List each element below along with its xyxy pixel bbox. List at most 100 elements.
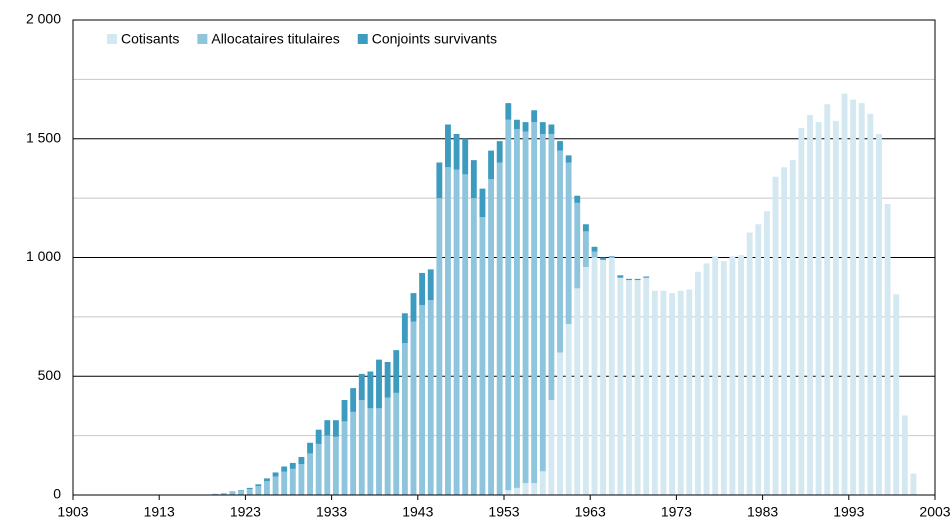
bar-segment (712, 256, 719, 495)
bar-segment (496, 162, 503, 495)
bar-segment (393, 350, 400, 393)
bar-segment (401, 343, 408, 495)
bar-segment (289, 462, 296, 469)
bar-segment (419, 272, 426, 305)
bar-segment (332, 436, 339, 495)
bar-segment (841, 93, 848, 495)
bar-segment (798, 128, 805, 495)
bar-segment (212, 493, 219, 495)
bar-segment (324, 420, 331, 436)
bar-segment (582, 267, 589, 495)
bar-segment (763, 211, 770, 495)
bar-segment (531, 483, 538, 495)
bar-segment (513, 119, 520, 130)
bar-segment (884, 204, 891, 495)
bar-segment (522, 483, 529, 495)
bar-segment (858, 103, 865, 495)
bar-segment (264, 481, 270, 495)
bar-segment (229, 491, 236, 495)
bar-segment (350, 388, 357, 412)
legend-swatch (197, 34, 208, 44)
legend-label: Cotisants (121, 31, 179, 47)
x-tick-label: 1983 (747, 504, 778, 520)
bar-segment (445, 167, 451, 495)
bar-segment (246, 489, 253, 495)
bar-segment (401, 313, 408, 343)
bar-segment (729, 256, 736, 495)
bar-segment (634, 278, 641, 281)
bar-segment (720, 261, 727, 495)
bar-segment (289, 468, 296, 495)
bar-segment (315, 443, 322, 495)
x-tick-label: 1953 (488, 504, 519, 520)
bar-segment (298, 457, 305, 465)
bar-segment (410, 321, 417, 495)
bar-segment (548, 400, 555, 495)
bar-segment (445, 124, 451, 168)
bar-segment (807, 115, 813, 495)
bar-segment (634, 280, 641, 495)
x-tick-label: 1913 (144, 504, 175, 520)
bar-segment (341, 421, 348, 495)
bar-segment (246, 487, 253, 490)
bar-segment (470, 160, 477, 199)
bar-segment (315, 429, 322, 444)
bar-segment (220, 493, 227, 495)
bar-segment (376, 408, 382, 495)
bar-segment (479, 188, 486, 218)
bar-segment (643, 277, 650, 495)
y-tick-label: 1 500 (26, 129, 61, 145)
bar-segment (548, 134, 555, 400)
bar-segment (384, 397, 391, 495)
legend-item: Allocataires titulaires (197, 31, 340, 47)
legend-swatch (357, 34, 368, 44)
bar-segment (824, 104, 831, 495)
bar-segment (574, 288, 581, 495)
x-tick-label: 1993 (833, 504, 864, 520)
bar-segment (427, 269, 434, 301)
bar-segment (341, 400, 348, 422)
bar-segment (350, 411, 357, 495)
bar-segment (410, 293, 417, 322)
bar-segment (531, 122, 538, 484)
bar-segment (281, 471, 288, 495)
bar-segment (746, 232, 753, 495)
bar-segment (626, 278, 632, 281)
bar-segment (307, 453, 313, 495)
bar-segment (789, 160, 796, 495)
bar-segment (505, 490, 512, 495)
bar-segment (332, 420, 339, 437)
bar-segment (255, 484, 262, 487)
x-tick-label: 1923 (230, 504, 261, 520)
bar-segment (496, 141, 503, 163)
bar-segment (238, 490, 245, 491)
legend-label: Allocataires titulaires (211, 31, 339, 47)
bar-segment (505, 103, 512, 120)
x-tick-label: 1963 (575, 504, 606, 520)
bar-segment (850, 99, 857, 495)
bar-segment (513, 487, 520, 495)
bar-segment (582, 231, 589, 267)
legend-swatch (107, 34, 117, 44)
bar-segment (539, 134, 546, 472)
bar-segment (781, 167, 788, 495)
bar-segment (462, 174, 469, 495)
bar-segment (548, 124, 555, 134)
bar-segment (488, 150, 495, 180)
bar-segment (772, 176, 779, 495)
y-tick-label: 1 000 (26, 248, 61, 264)
bar-segment (453, 169, 460, 495)
bar-segment (867, 113, 874, 495)
bar-segment (393, 392, 400, 495)
bar-segment (643, 276, 650, 278)
y-tick-label: 500 (38, 367, 62, 383)
x-tick-label: 1973 (661, 504, 692, 520)
bar-segment (272, 476, 279, 495)
bar-segment (591, 257, 598, 495)
bar-segment (264, 478, 270, 482)
bar-segment (479, 217, 486, 495)
bar-segment (539, 122, 546, 134)
bar-segment (453, 134, 460, 170)
bar-segment (608, 257, 615, 495)
